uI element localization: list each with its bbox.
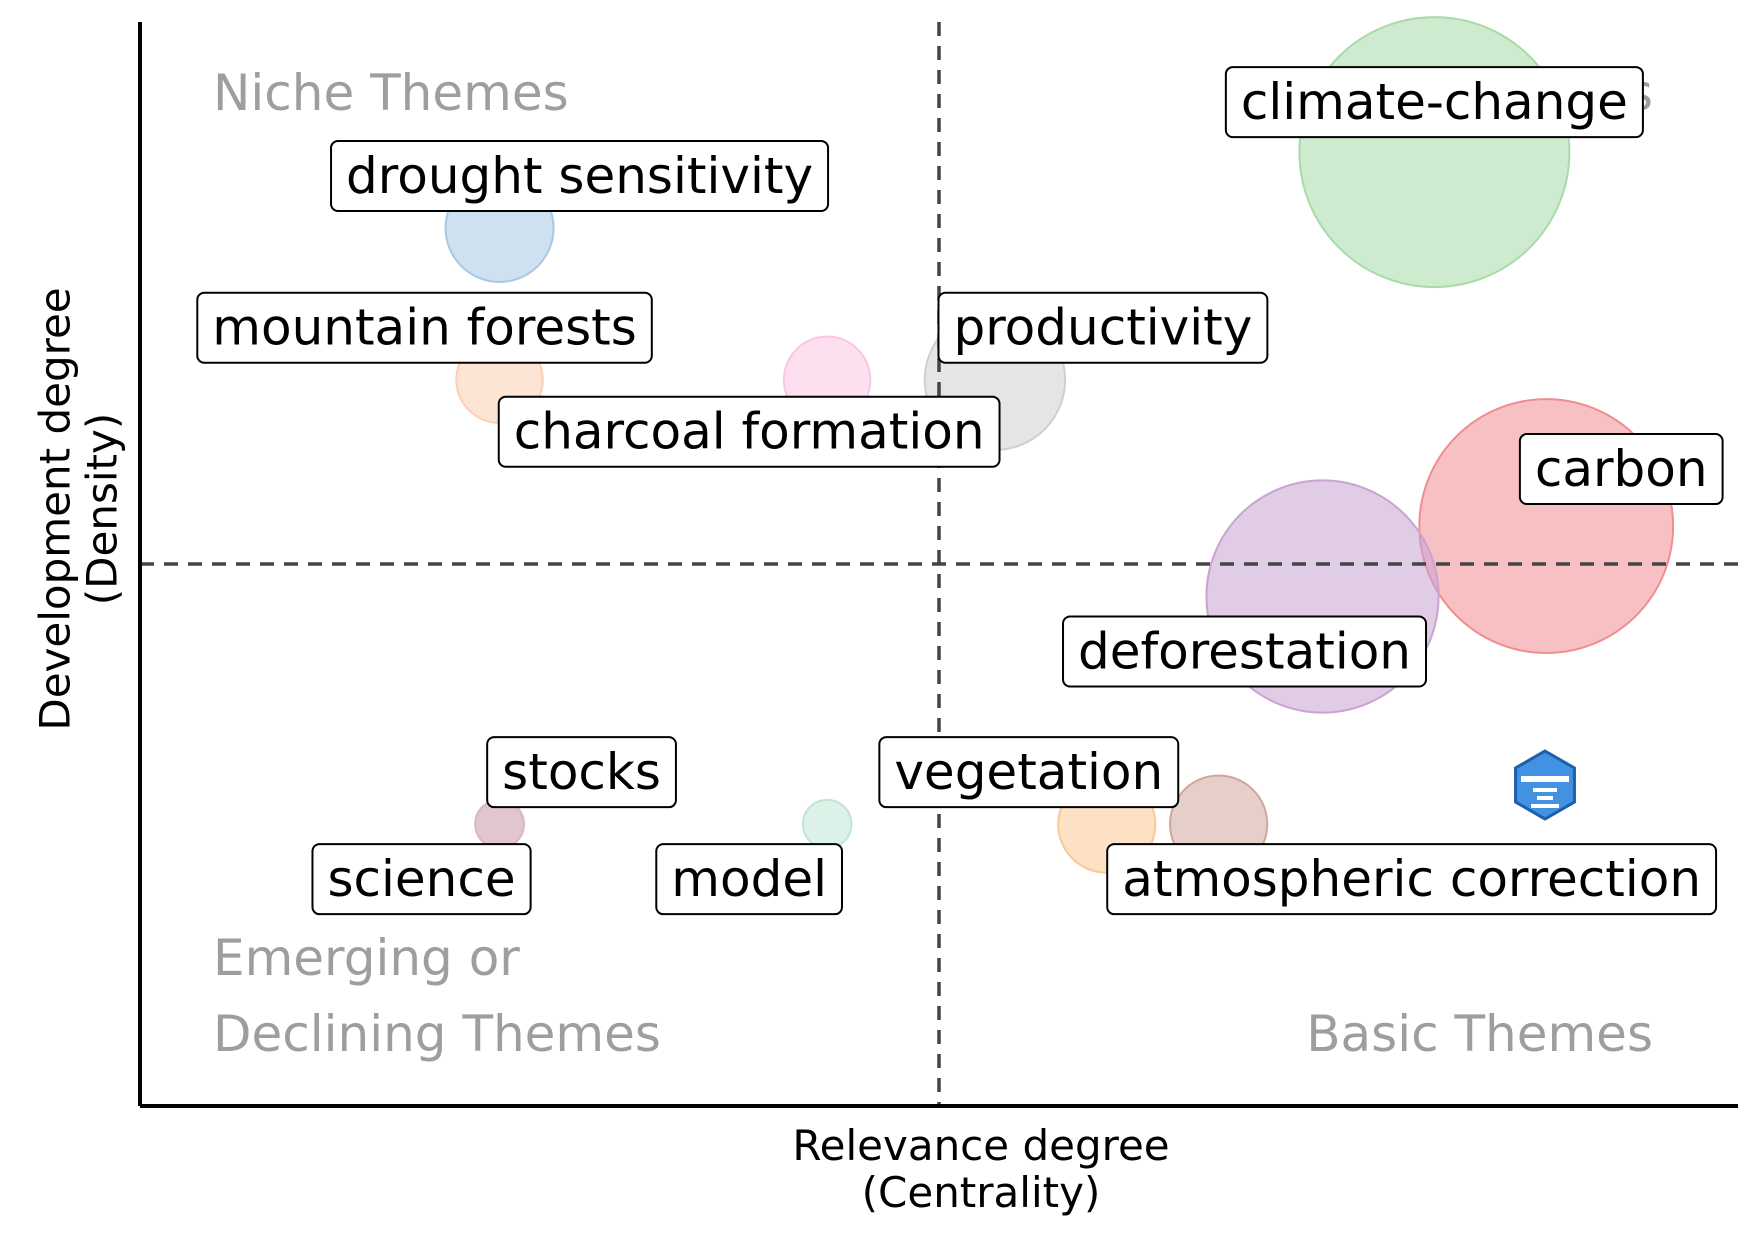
label-productivity: productivity bbox=[937, 291, 1269, 364]
label-text-productivity: productivity bbox=[953, 299, 1252, 357]
x-axis-title: Relevance degree bbox=[792, 1121, 1169, 1170]
label-carbon: carbon bbox=[1518, 433, 1724, 506]
divider-layer bbox=[140, 22, 1738, 1106]
label-model: model bbox=[655, 843, 843, 916]
label-box-carbon bbox=[1518, 433, 1724, 506]
label-science: science bbox=[311, 843, 532, 916]
label-atmospheric-correction: atmospheric correction bbox=[1106, 843, 1718, 916]
label-box-science bbox=[311, 843, 532, 916]
label-box-productivity bbox=[937, 291, 1269, 364]
bubble-climate-change bbox=[1298, 16, 1571, 289]
label-text-drought-sensitivity: drought sensitivity bbox=[346, 147, 813, 205]
label-box-model bbox=[655, 843, 843, 916]
label-climate-change: climate-change bbox=[1224, 66, 1644, 139]
quadrant-label-bottom-left: Declining Themes bbox=[213, 1005, 661, 1063]
label-text-model: model bbox=[671, 850, 827, 908]
label-box-deforestation bbox=[1062, 615, 1428, 688]
bubble-model bbox=[801, 798, 853, 850]
bibliometrix-logo-icon bbox=[1514, 749, 1576, 821]
label-text-science: science bbox=[327, 850, 515, 908]
y-axis-title: (Density) bbox=[78, 413, 127, 605]
label-text-charcoal-formation: charcoal formation bbox=[514, 403, 985, 461]
label-box-charcoal-formation bbox=[497, 395, 1001, 468]
label-box-climate-change bbox=[1224, 66, 1644, 139]
label-text-vegetation: vegetation bbox=[894, 743, 1163, 801]
label-text-mountain-forests: mountain forests bbox=[212, 299, 637, 357]
label-deforestation: deforestation bbox=[1062, 615, 1428, 688]
axes-layer: Relevance degree(Centrality) Development … bbox=[31, 22, 1738, 1217]
quadrant-label-bottom-right: Basic Themes bbox=[1306, 1005, 1653, 1063]
label-charcoal-formation: charcoal formation bbox=[497, 395, 1001, 468]
theme-label-layer: climate-change carbon deforestation product… bbox=[196, 66, 1724, 916]
x-axis-title: (Centrality) bbox=[862, 1168, 1101, 1217]
label-box-atmospheric-correction bbox=[1106, 843, 1718, 916]
label-text-deforestation: deforestation bbox=[1078, 623, 1411, 681]
label-drought-sensitivity: drought sensitivity bbox=[330, 139, 830, 212]
label-text-atmospheric-correction: atmospheric correction bbox=[1122, 850, 1701, 908]
label-box-mountain-forests bbox=[196, 291, 653, 364]
label-text-climate-change: climate-change bbox=[1241, 73, 1628, 131]
label-text-stocks: stocks bbox=[502, 743, 661, 801]
label-stocks: stocks bbox=[486, 736, 677, 809]
label-box-drought-sensitivity bbox=[330, 139, 830, 212]
label-box-stocks bbox=[486, 736, 677, 809]
label-box-vegetation bbox=[878, 736, 1180, 809]
quadrant-label-bottom-left: Emerging or bbox=[213, 929, 520, 987]
quadrant-label-top-left: Niche Themes bbox=[213, 64, 569, 122]
label-mountain-forests: mountain forests bbox=[196, 291, 653, 364]
y-axis-title: Development degree bbox=[31, 287, 80, 730]
label-vegetation: vegetation bbox=[878, 736, 1180, 809]
label-text-carbon: carbon bbox=[1535, 440, 1708, 498]
